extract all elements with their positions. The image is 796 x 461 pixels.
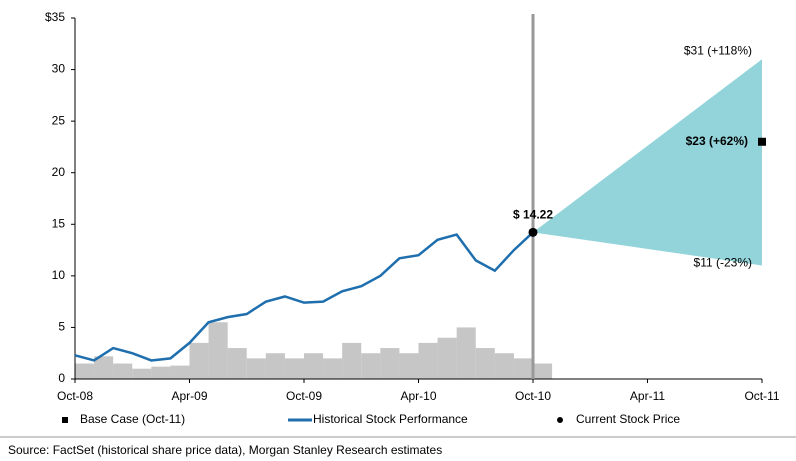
volume-bar: [246, 358, 266, 379]
projection-fan: [533, 59, 762, 266]
y-tick-label: 0: [58, 371, 65, 385]
volume-bar: [208, 322, 228, 379]
base-label: $23 (+62%): [686, 134, 748, 148]
y-tick-label: 25: [52, 113, 66, 127]
volume-bar: [342, 342, 362, 379]
x-tick-label: Oct-08: [57, 389, 93, 403]
volume-bar: [533, 363, 553, 379]
legend-label: Current Stock Price: [576, 412, 680, 426]
volume-bar: [475, 348, 495, 379]
y-tick-label: 10: [52, 268, 66, 282]
low-label: $11 (-23%): [694, 256, 752, 270]
legend-square: [62, 417, 68, 423]
x-tick-label: Oct-11: [744, 389, 779, 403]
source-note: Source: FactSet (historical share price …: [8, 443, 442, 457]
volume-bar: [284, 358, 304, 379]
volume-bar: [265, 353, 285, 379]
volume-bar: [151, 366, 171, 379]
volume-bar: [132, 368, 152, 379]
x-tick-label: Oct-09: [286, 389, 322, 403]
y-tick-label: $35: [45, 10, 65, 24]
volume-bar: [170, 365, 190, 379]
x-tick-label: Apr-09: [171, 389, 207, 403]
y-tick-label: 5: [58, 320, 65, 334]
volume-bar: [418, 342, 438, 379]
volume-bar: [323, 358, 343, 379]
legend-dot: [557, 417, 563, 423]
volume-bar: [94, 356, 114, 379]
high-label: $31 (+118%): [684, 43, 752, 57]
volume-bar: [437, 337, 457, 379]
x-tick-label: Apr-11: [630, 389, 665, 403]
stock-line: [74, 231, 534, 362]
volume-bar: [399, 353, 419, 379]
legend-label: Historical Stock Performance: [313, 412, 468, 426]
volume-bar: [189, 342, 209, 379]
volume-bar: [380, 348, 400, 379]
volume-bar: [494, 353, 514, 379]
x-tick-label: Apr-10: [400, 389, 436, 403]
base-case-marker: [758, 137, 766, 146]
volume-bar: [113, 363, 133, 379]
y-tick-label: 15: [52, 216, 66, 230]
current-price-dot: [528, 227, 538, 237]
volume-bar: [75, 363, 95, 379]
legend-label: Base Case (Oct-11): [80, 412, 185, 426]
volume-bar: [361, 353, 381, 379]
volume-bar: [513, 358, 533, 379]
volume-bar: [304, 353, 324, 379]
y-tick-label: 20: [52, 165, 66, 179]
volume-bar: [456, 327, 476, 379]
volume-bar: [227, 348, 247, 379]
y-tick-label: 30: [52, 62, 66, 76]
current-price-label: $ 14.22: [513, 208, 553, 222]
x-tick-label: Oct-10: [515, 389, 551, 403]
